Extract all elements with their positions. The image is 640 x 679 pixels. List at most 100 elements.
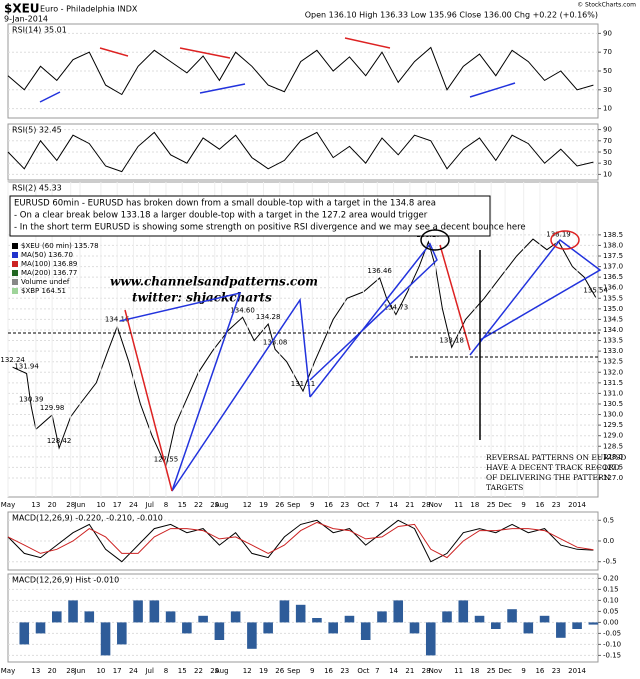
price-label: 131.11 bbox=[291, 380, 316, 388]
note-line: - On a clear break below 133.18 a larger… bbox=[14, 211, 428, 221]
x-tick-label: Dec bbox=[498, 667, 512, 675]
y-tick-label: 136.5 bbox=[603, 273, 623, 281]
x-tick-label: Sep bbox=[287, 667, 301, 675]
hist-bar bbox=[68, 600, 78, 623]
legend-swatch bbox=[12, 288, 18, 294]
y-tick-label: 70 bbox=[603, 137, 612, 145]
hist-bar bbox=[572, 622, 582, 629]
x-tick-label: 22 bbox=[194, 501, 203, 509]
price-label: 127.55 bbox=[154, 455, 179, 463]
channel bbox=[119, 291, 242, 492]
rsi-divergence bbox=[344, 37, 391, 49]
y-tick-label: 50 bbox=[603, 148, 612, 156]
x-tick-label: 11 bbox=[454, 667, 463, 675]
indicator-line bbox=[7, 46, 594, 96]
symbol: $XEU bbox=[4, 2, 40, 16]
y-tick-label: -0.15 bbox=[603, 651, 621, 659]
price-label: 128.42 bbox=[47, 437, 72, 445]
hist-bar bbox=[474, 615, 485, 623]
x-tick-label: Aug bbox=[215, 501, 229, 509]
hist-bar bbox=[377, 611, 387, 623]
y-tick-label: 30 bbox=[603, 159, 612, 167]
x-tick-label: 12 bbox=[243, 667, 252, 675]
y-tick-label: 90 bbox=[603, 126, 612, 134]
hist-bar bbox=[523, 622, 534, 634]
y-tick-label: 0.0 bbox=[603, 537, 614, 545]
price-label: 135.54 bbox=[583, 286, 608, 294]
x-tick-label: 9 bbox=[310, 667, 314, 675]
x-tick-label: 26 bbox=[275, 667, 284, 675]
x-tick-label: 21 bbox=[405, 667, 414, 675]
trendlines bbox=[8, 37, 602, 492]
y-tick-label: 133.5 bbox=[603, 337, 623, 345]
x-tick-label: 16 bbox=[535, 667, 544, 675]
x-tick-label: Oct bbox=[357, 667, 369, 675]
y-tick-label: 137.5 bbox=[603, 252, 623, 260]
hist-bar bbox=[539, 615, 550, 623]
x-tick-label: 9 bbox=[521, 501, 525, 509]
panel-frame bbox=[7, 123, 599, 181]
price-label: 131.94 bbox=[14, 363, 39, 371]
y-tick-label: 0.00 bbox=[603, 618, 619, 626]
y-tick-label: 134.5 bbox=[603, 315, 623, 323]
price-label: 134.16 bbox=[105, 316, 130, 324]
x-tick-label: 7 bbox=[375, 667, 379, 675]
panel-label: MACD(12,26,9) Hist -0.010 bbox=[12, 576, 119, 585]
x-tick-label: May bbox=[1, 667, 15, 675]
x-tick-label: Nov bbox=[429, 667, 443, 675]
hist-bar bbox=[117, 622, 127, 645]
top-circle bbox=[420, 229, 450, 251]
hist-bar bbox=[360, 622, 371, 640]
x-tick-label: Oct bbox=[357, 501, 369, 509]
hist-bar bbox=[507, 609, 517, 623]
x-tick-label: 14 bbox=[389, 667, 398, 675]
credit: © StockCharts.com bbox=[577, 2, 636, 9]
hist-bar bbox=[214, 622, 225, 640]
price-label: 132.24 bbox=[0, 356, 25, 364]
hist-bar bbox=[425, 622, 436, 656]
x-tick-label: 11 bbox=[454, 501, 463, 509]
hist-bar bbox=[588, 622, 599, 625]
x-tick-label: 28 bbox=[422, 501, 431, 509]
x-tick-label: Aug bbox=[215, 667, 229, 675]
x-tick-label: 28 bbox=[422, 667, 431, 675]
legend-swatch bbox=[12, 261, 18, 267]
hist-bar bbox=[556, 622, 566, 638]
price-label: 134.28 bbox=[256, 313, 281, 321]
y-tick-label: 50 bbox=[603, 67, 612, 75]
series-line bbox=[7, 519, 594, 563]
x-tick-label: 8 bbox=[164, 501, 168, 509]
x-tick-label: 23 bbox=[340, 501, 349, 509]
x-tick-label: 24 bbox=[129, 667, 138, 675]
y-tick-label: 10 bbox=[603, 105, 612, 113]
x-tick-label: 9 bbox=[310, 501, 314, 509]
legend-swatch bbox=[12, 243, 18, 249]
hist-bar bbox=[279, 600, 290, 623]
panels: 90 70 50 30 10 RSI(14) 35.01 90 70 50 30 10 RSI(5) … bbox=[0, 23, 626, 675]
channel bbox=[171, 297, 311, 492]
price-label: 138.19 bbox=[546, 230, 571, 238]
panel-label: MACD(12,26,9) -0.220, -0.210, -0.010 bbox=[12, 514, 163, 523]
y-tick-label: 90 bbox=[603, 29, 612, 37]
y-tick-label: 130.5 bbox=[603, 400, 623, 408]
x-tick-label: 14 bbox=[389, 501, 398, 509]
hist-bar bbox=[247, 622, 257, 649]
x-tick-label: Nov bbox=[429, 501, 443, 509]
panel-frame bbox=[7, 511, 599, 571]
instrument-name: Euro - Philadelphia INDX bbox=[40, 5, 138, 14]
price-label: 133.08 bbox=[263, 338, 288, 346]
y-tick-label: 127.0 bbox=[603, 474, 623, 482]
price-label: 134.60 bbox=[230, 306, 255, 314]
legend-swatch bbox=[12, 270, 18, 276]
legend-label: Volume undef bbox=[21, 278, 70, 286]
x-tick-label: 24 bbox=[129, 501, 138, 509]
x-tick-label: 23 bbox=[340, 667, 349, 675]
y-tick-label: 135.0 bbox=[603, 305, 623, 313]
y-tick-label: 127.5 bbox=[603, 463, 623, 471]
price-label: 136.46 bbox=[367, 267, 392, 275]
callout-line: OF DELIVERING THE PATTERN bbox=[486, 473, 611, 482]
y-tick-label: 132.0 bbox=[603, 368, 623, 376]
x-tick-label: Sep bbox=[287, 501, 301, 509]
y-tick-label: 137.0 bbox=[603, 263, 623, 271]
y-tick-label: 70 bbox=[603, 48, 612, 56]
